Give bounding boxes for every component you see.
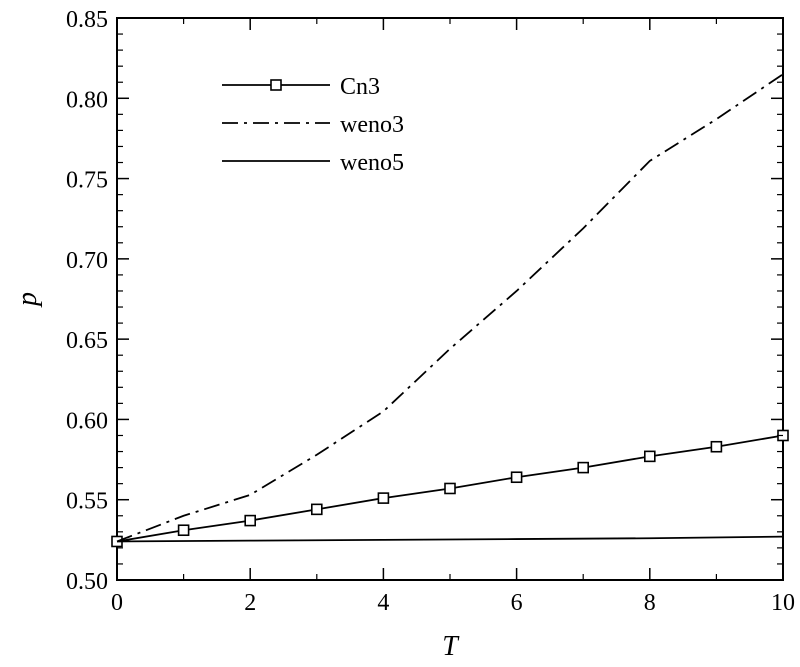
legend-label-weno3: weno3 [340, 112, 404, 138]
series-marker-cn3 [444, 482, 456, 495]
x-tick-label: 8 [644, 590, 656, 616]
legend: Cn3 weno3 weno5 [222, 74, 404, 176]
y-tick-label: 0.55 [66, 489, 108, 515]
series-marker-cn3 [377, 492, 390, 504]
series-marker-cn3 [310, 503, 323, 516]
y-tick-label: 0.65 [66, 328, 108, 354]
ticks-layer: 0 2 4 6 8 10 0.50 0.55 0.60 0.65 0.70 0.75 0.80 0.85 [66, 7, 795, 616]
x-tick-label: 0 [111, 590, 123, 616]
legend-label-cn3: Cn3 [340, 74, 380, 100]
legend-label-weno5: weno5 [340, 150, 404, 176]
plot-frame [116, 17, 784, 581]
x-tick-label: 6 [511, 590, 523, 616]
y-tick-label: 0.80 [66, 87, 108, 113]
y-tick-label: 0.85 [66, 7, 108, 33]
series-marker-cn3 [177, 524, 190, 537]
y-tick-label: 0.60 [66, 408, 108, 434]
y-axis-title: p [12, 292, 43, 308]
series-marker-cn3 [710, 440, 723, 453]
series-marker-cn3 [643, 450, 656, 463]
y-tick-label: 0.75 [66, 168, 108, 194]
series-layer [111, 73, 789, 548]
y-tick-label: 0.50 [66, 569, 108, 595]
series-marker-cn3 [577, 461, 590, 474]
series-line-weno5 [116, 535, 784, 543]
y-tick-label: 0.70 [66, 248, 108, 274]
plot-border [116, 17, 784, 581]
series-marker-cn3 [244, 514, 256, 527]
series-line-weno3 [116, 73, 784, 543]
x-tick-label: 2 [244, 590, 256, 616]
legend-marker-cn3 [270, 79, 282, 91]
x-tick-label: 4 [377, 590, 389, 616]
series-marker-cn3 [510, 471, 523, 484]
x-tick-label: 10 [771, 590, 795, 616]
x-axis-title: T [442, 631, 460, 662]
